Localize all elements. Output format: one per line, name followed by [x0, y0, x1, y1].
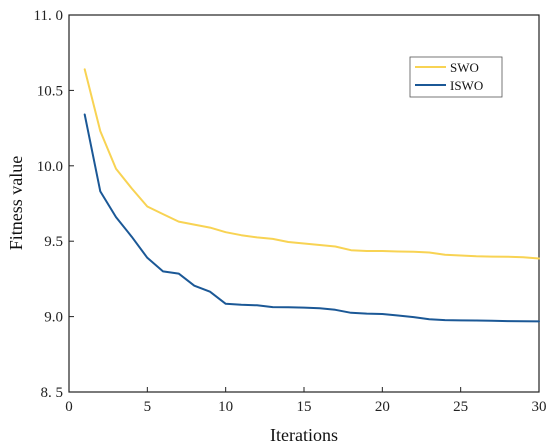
series-line-iswo	[83, 113, 540, 323]
legend-label-iswo: ISWO	[450, 78, 483, 93]
y-tick-label: 10.5	[37, 83, 63, 99]
x-tick-label: 5	[144, 399, 152, 415]
legend-box	[409, 56, 503, 98]
x-tick-label: 25	[453, 399, 468, 415]
x-axis-ticks: 0 5 10 15 20 25 30	[65, 387, 547, 415]
legend-label-swo: SWO	[450, 60, 479, 75]
x-axis-title: Iterations	[270, 425, 338, 445]
x-tick-label: 20	[375, 399, 390, 415]
x-tick-label: 15	[297, 399, 312, 415]
x-tick-label: 30	[532, 399, 547, 415]
x-tick-label: 0	[65, 399, 73, 415]
series-layer	[83, 68, 540, 323]
y-axis-title: Fitness value	[6, 156, 26, 251]
legend: SWO ISWO	[409, 56, 503, 98]
y-tick-label: 8. 5	[41, 385, 64, 401]
y-tick-label: 9.5	[44, 234, 63, 250]
y-tick-label: 11. 0	[34, 8, 63, 24]
series-line-swo	[83, 68, 540, 260]
y-tick-label: 10.0	[37, 159, 63, 175]
y-axis-ticks: 8. 5 9.0 9.5 10.0 10.5 11. 0	[34, 8, 74, 401]
x-tick-label: 10	[218, 399, 233, 415]
y-tick-label: 9.0	[44, 310, 63, 326]
